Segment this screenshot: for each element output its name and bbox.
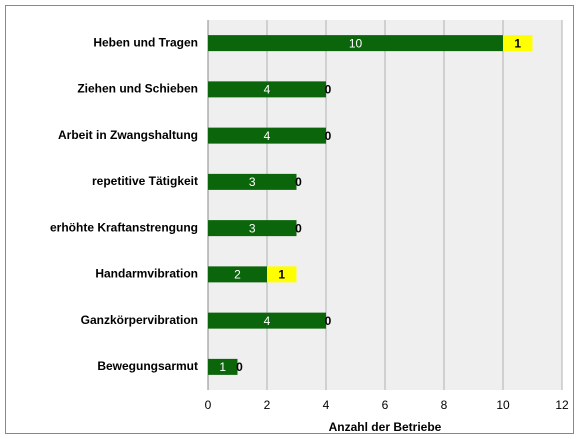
x-tick-label: 2 [264, 398, 271, 412]
bar-segment [208, 173, 297, 190]
data-label: 1 [278, 268, 285, 282]
data-label: 0 [295, 175, 302, 189]
y-tick-label: Arbeit in Zwangshaltung [58, 128, 198, 142]
y-tick-label: Handarmvibration [95, 267, 198, 281]
data-label: 0 [236, 360, 243, 374]
data-label: 4 [264, 83, 271, 97]
x-tick-label: 12 [555, 398, 569, 412]
x-tick-label: 0 [205, 398, 212, 412]
y-tick-label: repetitive Tätigkeit [92, 174, 198, 188]
y-tick-label: erhöhte Kraftanstrengung [50, 220, 198, 234]
data-label: 4 [264, 129, 271, 143]
bar-segment [208, 266, 267, 283]
data-label: 3 [249, 175, 256, 189]
y-tick-label: Ganzkörpervibration [81, 313, 198, 327]
data-label: 0 [325, 314, 332, 328]
data-label: 0 [325, 83, 332, 97]
x-tick-label: 4 [323, 398, 330, 412]
y-tick-label: Bewegungsarmut [97, 359, 198, 373]
data-label: 3 [249, 221, 256, 235]
bar-segment [208, 220, 297, 237]
y-tick-label: Heben und Tragen [93, 35, 198, 49]
bar-segment [208, 81, 326, 98]
x-tick-label: 6 [382, 398, 389, 412]
data-label: 10 [349, 36, 363, 50]
x-axis-title: Anzahl der Betriebe [329, 420, 442, 434]
bar-segment [208, 358, 238, 375]
data-label: 1 [219, 360, 226, 374]
data-label: 0 [325, 129, 332, 143]
bar-segment [208, 127, 326, 144]
data-label: 2 [234, 268, 241, 282]
bar-segment [503, 35, 533, 52]
data-label: 0 [295, 221, 302, 235]
x-tick-label: 10 [496, 398, 510, 412]
x-tick-label: 8 [441, 398, 448, 412]
bar-segment [267, 266, 297, 283]
bar-segment [208, 312, 326, 329]
data-label: 1 [514, 36, 521, 50]
data-label: 4 [264, 314, 271, 328]
y-tick-label: Ziehen und Schieben [77, 82, 198, 96]
bar-segment [208, 35, 503, 52]
